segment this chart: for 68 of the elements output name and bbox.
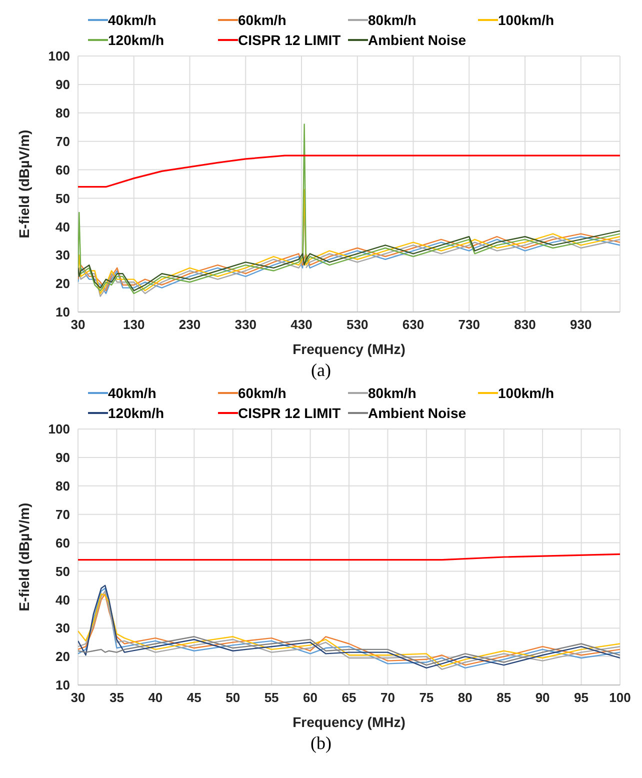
x-tick-label: 930 [570, 317, 592, 332]
y-tick-label: 10 [56, 304, 70, 320]
legend-label: 100km/h [498, 12, 554, 28]
y-tick-label: 60 [56, 162, 70, 178]
y-tick-label: 40 [56, 219, 70, 234]
legend-label: CISPR 12 LIMIT [238, 405, 341, 421]
x-tick-label: 50 [226, 690, 240, 706]
x-axis-title: Frequency (MHz) [292, 341, 406, 357]
x-tick-label: 45 [186, 690, 202, 706]
x-tick-label: 730 [458, 317, 480, 332]
y-tick-label: 30 [56, 248, 70, 263]
line-series [78, 124, 620, 294]
legend-label: Ambient Noise [368, 32, 466, 48]
legend-label: 120km/h [108, 405, 164, 421]
legend-label: 80km/h [368, 385, 416, 401]
x-tick-label: 75 [419, 690, 434, 706]
y-tick-label: 50 [56, 564, 70, 579]
line-series [78, 154, 620, 188]
y-tick-label: 10 [56, 678, 70, 693]
legend-label: 60km/h [238, 385, 286, 401]
x-tick-label: 830 [514, 317, 536, 332]
y-tick-label: 90 [56, 450, 70, 466]
x-tick-label: 80 [458, 690, 472, 706]
x-tick-label: 85 [496, 690, 512, 706]
legend-label: 60km/h [238, 12, 286, 28]
x-tick-label: 530 [346, 317, 368, 332]
legend-label: 120km/h [108, 32, 164, 48]
text: (a) [310, 360, 332, 381]
y-tick-label: 40 [56, 592, 70, 608]
x-tick-label: 35 [109, 690, 124, 706]
x-axis-title: Frequency (MHz) [292, 714, 406, 730]
x-tick-label: 60 [303, 690, 318, 706]
y-tick-label: 50 [56, 190, 70, 206]
y-tick-label: 30 [56, 620, 70, 636]
x-tick-label: 30 [70, 690, 86, 706]
y-tick-label: 100 [48, 48, 70, 64]
x-tick-label: 65 [342, 690, 356, 706]
y-axis-title: E-field (dBµV/m) [16, 130, 32, 238]
x-tick-label: 330 [234, 317, 256, 332]
x-tick-label: 230 [178, 317, 201, 332]
x-tick-label: 95 [574, 690, 589, 706]
legend-label: Ambient Noise [368, 405, 466, 421]
legend-label: 100km/h [498, 385, 554, 401]
y-tick-label: 20 [56, 276, 70, 292]
legend-label: 80km/h [368, 12, 416, 28]
y-tick-label: 20 [56, 649, 70, 664]
legend-label: 40km/h [108, 12, 156, 28]
x-tick-label: 100 [609, 690, 631, 706]
line-series [78, 636, 620, 666]
y-tick-label: 90 [56, 77, 70, 92]
x-tick-label: 90 [535, 690, 550, 706]
x-tick-label: 130 [123, 317, 145, 332]
y-tick-label: 100 [48, 422, 70, 437]
x-tick-label: 630 [402, 317, 424, 332]
y-tick-label: 60 [56, 535, 70, 550]
y-axis-title: E-field (dBµV/m) [16, 502, 32, 612]
x-tick-label: 70 [380, 690, 395, 706]
x-tick-label: 55 [264, 690, 279, 706]
text: (b) [310, 733, 332, 754]
x-tick-label: 30 [70, 317, 86, 332]
y-tick-label: 70 [56, 134, 70, 149]
y-tick-label: 80 [56, 106, 70, 121]
legend-label: 40km/h [108, 385, 156, 401]
legend-label: CISPR 12 LIMIT [238, 32, 341, 48]
y-tick-label: 80 [56, 478, 70, 494]
x-tick-label: 430 [290, 317, 312, 332]
x-tick-label: 40 [148, 690, 163, 706]
y-tick-label: 70 [56, 506, 70, 522]
